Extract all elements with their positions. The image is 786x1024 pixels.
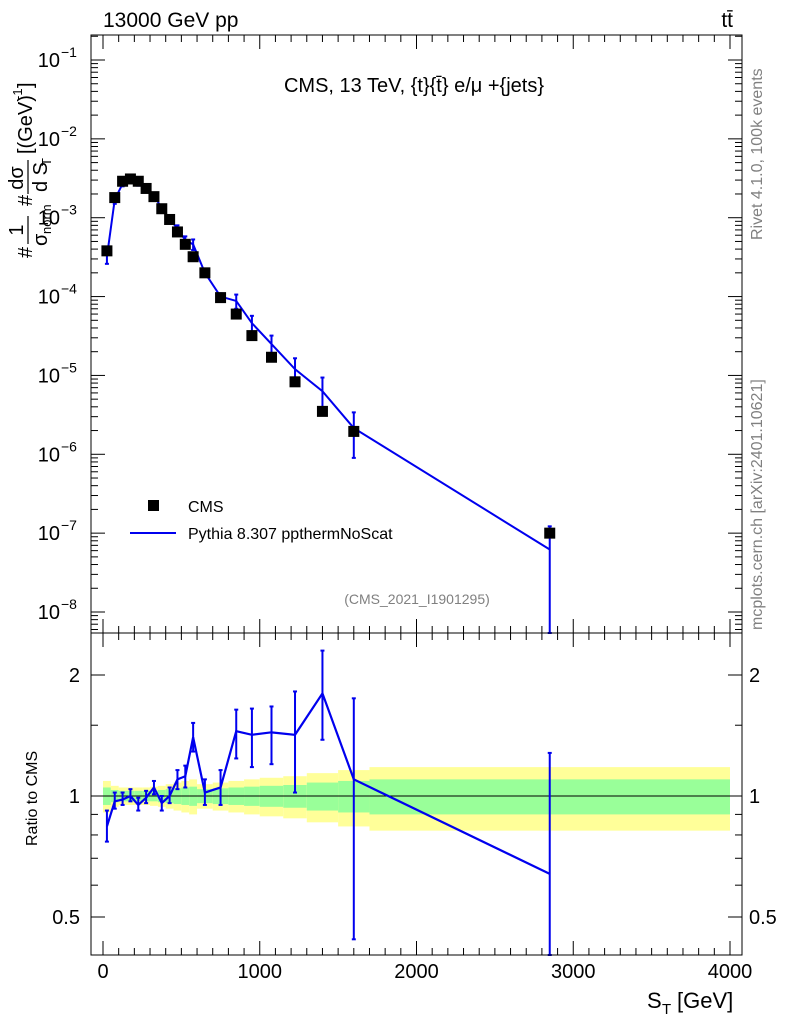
data-point xyxy=(187,251,199,263)
header-process-label: 13000 GeV pp xyxy=(103,9,238,32)
xlabel-unit: [GeV] xyxy=(677,988,733,1013)
ratio-y-tick-label: 1 xyxy=(69,786,80,808)
data-point xyxy=(215,292,227,304)
x-tick-label: 4000 xyxy=(708,961,753,983)
ratio-uncertainty-bands xyxy=(103,767,730,831)
data-point xyxy=(544,527,556,539)
main-y-tick-exponent: −6 xyxy=(61,438,77,454)
x-tick-label: 1000 xyxy=(238,961,283,983)
main-y-tick-label: 10 xyxy=(38,208,60,230)
legend-data-label: CMS xyxy=(188,499,224,516)
main-y-axis-title: # 1 σ norm # dσ d S T [(GeV) -1 ] xyxy=(6,82,54,258)
ylabel-frac2-den-sub: T xyxy=(39,158,54,166)
ylabel-frac1-den: σ xyxy=(30,233,52,246)
mc-error-bars xyxy=(104,177,552,634)
main-y-tick-label: 10 xyxy=(38,602,60,624)
x-axis-title: S T [GeV] xyxy=(647,988,733,1018)
main-y-tick-exponent: −5 xyxy=(61,359,77,375)
ylabel-frac1-den-sub: norm xyxy=(39,204,54,234)
ratio-y-tick-label-right: 2 xyxy=(749,665,760,687)
ylabel-hash-1: # xyxy=(15,246,37,258)
main-y-tick-exponent: −2 xyxy=(61,123,77,139)
ylabel-unit-close: ] xyxy=(15,82,37,88)
main-y-tick-exponent: −8 xyxy=(61,596,77,612)
main-y-tick-exponent: −1 xyxy=(61,44,77,60)
main-y-tick-label: 10 xyxy=(38,129,60,151)
main-y-tick-exponent: −7 xyxy=(61,517,77,533)
main-y-tick-label: 10 xyxy=(38,287,60,309)
data-point xyxy=(289,376,301,388)
data-point xyxy=(316,405,328,417)
main-y-tick-label: 10 xyxy=(38,365,60,387)
ylabel-hash-2: # xyxy=(15,194,37,206)
analysis-watermark: (CMS_2021_I1901295) xyxy=(344,591,490,607)
x-tick-label: 0 xyxy=(97,961,108,983)
data-point xyxy=(101,245,113,257)
x-axis: 0 1000 2000 3000 4000 xyxy=(97,35,752,983)
ratio-line xyxy=(105,690,551,875)
main-y-tick-label: 10 xyxy=(38,523,60,545)
data-point xyxy=(109,192,121,204)
header-final-state-label: tt̄ xyxy=(721,9,733,32)
ylabel-frac2-den: d S xyxy=(30,162,52,192)
ylabel-frac2-num: dσ xyxy=(6,166,28,190)
data-points xyxy=(101,173,556,539)
main-y-axis: 10−110−210−310−410−510−610−710−8 xyxy=(38,35,742,630)
ratio-y-axis: 0.5 0.5 1 1 2 2 xyxy=(52,665,777,929)
ylabel-unit-exp: -1 xyxy=(10,88,25,100)
data-point xyxy=(179,238,191,250)
xlabel-s: S xyxy=(647,988,662,1013)
data-point xyxy=(140,182,152,194)
xlabel-sub: T xyxy=(662,1001,671,1018)
legend: CMS Pythia 8.307 ppthermNoScat xyxy=(130,499,393,543)
source-reference-label: mcplots.cern.ch [arXiv:2401.10621] xyxy=(749,379,766,630)
ratio-y-tick-label: 0.5 xyxy=(52,907,80,929)
data-point xyxy=(230,308,242,320)
main-plot-panel: 10−110−210−310−410−510−610−710−8 CMS, 13… xyxy=(6,34,743,634)
ratio-plot-panel: 0.5 0.5 1 1 2 2 0 1000 2000 3000 4000 Ratio to CM… xyxy=(24,35,777,1018)
ratio-y-axis-title: Ratio to CMS xyxy=(24,751,41,846)
main-plot-frame xyxy=(90,34,743,634)
data-point xyxy=(348,425,360,437)
main-y-tick-exponent: −3 xyxy=(61,202,77,218)
main-y-tick-exponent: −4 xyxy=(61,281,77,297)
ratio-band-inner xyxy=(306,782,339,811)
data-point xyxy=(164,213,176,225)
data-point xyxy=(156,203,168,215)
ratio-y-tick-label-right: 1 xyxy=(749,786,760,808)
data-point xyxy=(246,330,258,342)
data-point xyxy=(124,173,136,185)
ratio-y-tick-label: 2 xyxy=(69,665,80,687)
ratio-y-tick-label-right: 0.5 xyxy=(749,907,777,929)
ylabel-unit: [(GeV) xyxy=(15,95,37,154)
x-tick-label: 2000 xyxy=(394,961,439,983)
plot-title: CMS, 13 TeV, {t}{t̄} e/μ +{jets} xyxy=(284,75,544,97)
legend-mc-label: Pythia 8.307 ppthermNoScat xyxy=(188,526,393,543)
main-y-tick-label: 10 xyxy=(38,444,60,466)
data-point xyxy=(117,175,129,187)
legend-data-marker xyxy=(148,500,159,511)
data-point xyxy=(199,267,211,279)
data-point xyxy=(148,191,160,203)
x-tick-label: 3000 xyxy=(551,961,596,983)
data-point xyxy=(266,351,278,363)
main-y-tick-label: 10 xyxy=(38,50,60,72)
data-point xyxy=(132,175,144,187)
ylabel-frac1-num: 1 xyxy=(6,224,28,235)
data-point xyxy=(171,226,183,238)
rivet-version-label: Rivet 4.1.0, 100k events xyxy=(749,68,766,240)
